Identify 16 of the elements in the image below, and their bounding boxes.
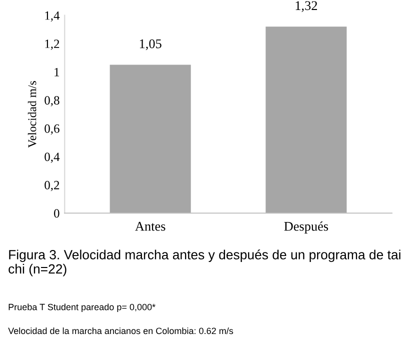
y-tick-label: 1 [54,68,60,76]
y-axis-title: Velocidad m/s [28,81,36,148]
data-label: 1,05 [140,39,162,50]
y-tick-label: 0,8 [44,96,60,106]
x-tick-label: Antes [135,222,166,231]
y-tick-label: 0,6 [44,124,60,135]
y-tick-label: 1,4 [45,11,60,22]
y-tick-label: 0,4 [44,152,60,163]
data-label: 1,32 [296,1,317,12]
text: Figura 3. Velocidad marcha antes y después de un programa de tai chi (n=22) [8,250,400,276]
y-tick-label: 0,2 [44,180,60,192]
text: Velocidad de la marcha ancianos en Colombia: 0.62 m/s [8,327,234,334]
y-tick-label: 1,2 [45,40,60,50]
text: Prueba T Student pareado p= 0,000* [8,304,156,312]
x-tick-label: Después [284,221,328,234]
y-tick-label: 0 [54,209,60,218]
